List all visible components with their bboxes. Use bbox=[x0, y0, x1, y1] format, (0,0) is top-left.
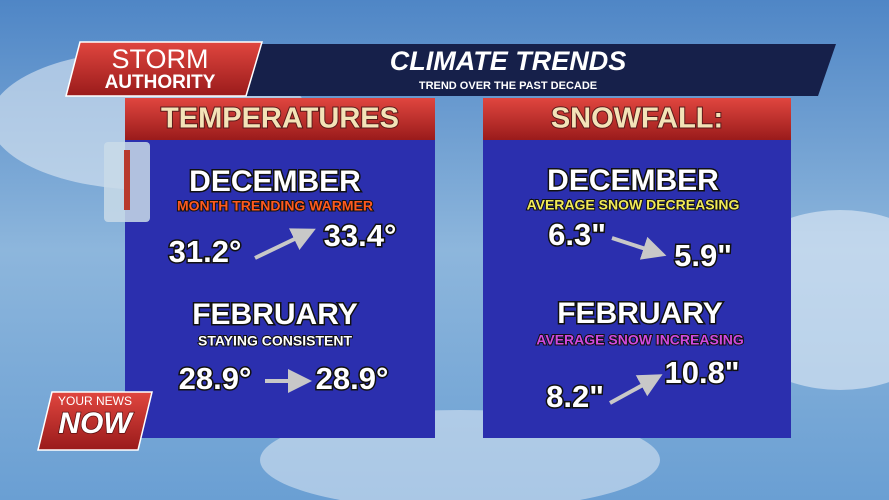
header-bar bbox=[232, 44, 836, 96]
brand-line: STORM bbox=[111, 44, 208, 74]
panel-title: SNOWFALL: bbox=[551, 103, 723, 135]
header-title: CLIMATE TRENDS bbox=[390, 46, 627, 76]
to-value: 33.4° bbox=[324, 218, 397, 253]
from-value: 31.2° bbox=[169, 234, 242, 269]
month: FEBRUARY bbox=[192, 298, 358, 331]
month: DECEMBER bbox=[547, 164, 719, 197]
trend-arrow bbox=[609, 374, 663, 405]
logo-box bbox=[37, 391, 153, 451]
trend-note: AVERAGE SNOW DECREASING bbox=[527, 197, 740, 213]
logo-line: YOUR NEWS bbox=[58, 394, 132, 408]
month: FEBRUARY bbox=[557, 297, 723, 330]
from-value: 8.2" bbox=[546, 379, 604, 414]
trend-note: AVERAGE SNOW INCREASING bbox=[536, 332, 744, 348]
to-value: 5.9" bbox=[674, 238, 732, 273]
to-value: 28.9° bbox=[316, 361, 389, 396]
to-value: 10.8" bbox=[664, 355, 739, 390]
month: DECEMBER bbox=[189, 165, 361, 198]
trend-arrow bbox=[611, 236, 667, 260]
panel-header bbox=[483, 98, 791, 140]
thermometer-icon bbox=[124, 150, 130, 210]
panel-title: TEMPERATURES bbox=[161, 103, 399, 135]
from-value: 28.9° bbox=[179, 361, 252, 396]
brand-box bbox=[65, 41, 264, 97]
header-subtitle: TREND OVER THE PAST DECADE bbox=[419, 80, 597, 92]
brand-line: AUTHORITY bbox=[105, 72, 216, 93]
trend-arrow bbox=[254, 228, 316, 260]
from-value: 6.3" bbox=[548, 217, 606, 252]
logo-line: NOW bbox=[58, 407, 134, 440]
trend-note: STAYING CONSISTENT bbox=[198, 333, 352, 349]
panel-header bbox=[125, 98, 435, 140]
trend-note: MONTH TRENDING WARMER bbox=[177, 198, 373, 214]
